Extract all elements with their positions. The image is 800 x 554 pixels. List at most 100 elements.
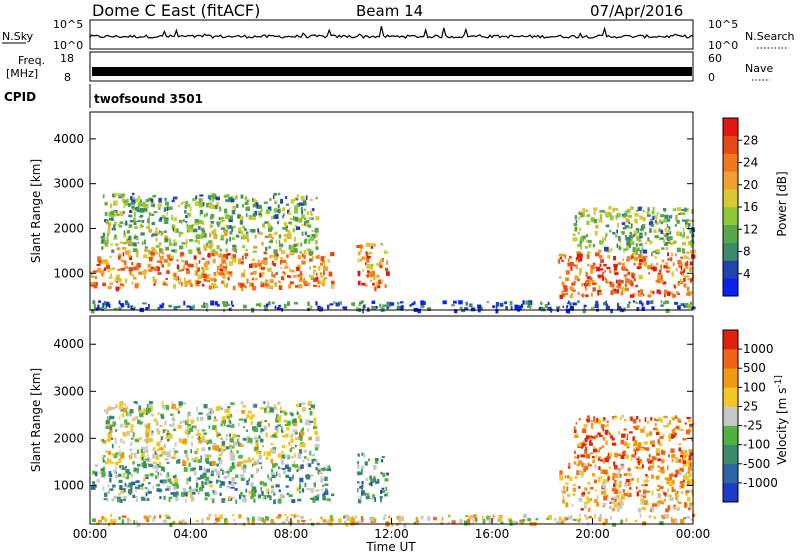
- data-cell: [301, 402, 306, 406]
- data-cell: [257, 494, 261, 499]
- data-cell: [201, 485, 205, 489]
- data-cell: [114, 519, 117, 524]
- data-cell: [664, 235, 667, 238]
- data-cell: [105, 261, 109, 267]
- data-cell: [230, 450, 233, 453]
- data-cell: [104, 306, 108, 309]
- data-cell: [646, 420, 649, 424]
- data-cell: [201, 447, 206, 452]
- data-cell: [584, 284, 587, 289]
- data-cell: [301, 407, 306, 411]
- data-cell: [123, 260, 127, 266]
- data-cell: [529, 302, 532, 306]
- data-cell: [255, 460, 259, 464]
- data-cell: [148, 228, 152, 233]
- data-cell: [504, 301, 508, 305]
- data-cell: [625, 234, 627, 238]
- data-cell: [597, 457, 602, 461]
- data-cell: [118, 416, 121, 420]
- data-cell: [241, 230, 244, 235]
- data-cell: [558, 253, 563, 257]
- data-cell: [206, 202, 210, 208]
- data-cell: [263, 519, 267, 524]
- data-cell: [366, 495, 370, 500]
- data-cell: [128, 214, 133, 218]
- data-cell: [252, 486, 257, 491]
- data-cell: [372, 494, 375, 500]
- data-cell: [245, 231, 249, 236]
- data-cell: [671, 271, 674, 277]
- data-cell: [300, 195, 305, 201]
- data-cell: [284, 423, 290, 427]
- data-cell: [220, 468, 223, 472]
- data-cell: [604, 277, 607, 281]
- data-cell: [470, 307, 476, 312]
- data-cell: [188, 427, 193, 432]
- data-cell: [201, 221, 205, 225]
- data-cell: [559, 475, 564, 481]
- data-cell: [665, 246, 669, 251]
- data-cell: [590, 292, 593, 297]
- data-cell: [382, 258, 384, 262]
- data-cell: [165, 277, 168, 280]
- data-cell: [595, 454, 598, 458]
- data-cell: [135, 198, 139, 203]
- data-cell: [220, 265, 225, 268]
- data-cell: [618, 482, 622, 487]
- data-cell: [626, 446, 630, 449]
- data-cell: [186, 457, 189, 462]
- data-cell: [292, 198, 297, 201]
- data-cell: [229, 419, 231, 424]
- data-cell: [191, 436, 193, 439]
- data-cell: [603, 460, 606, 464]
- data-cell: [104, 241, 108, 247]
- data-cell: [158, 230, 161, 233]
- x-tick-label: 00:00: [73, 527, 108, 541]
- data-cell: [313, 277, 317, 283]
- data-cell: [167, 256, 171, 260]
- data-cell: [141, 484, 144, 489]
- data-cell: [661, 459, 665, 464]
- data-cell: [682, 227, 685, 233]
- data-cell: [267, 474, 270, 478]
- data-cell: [199, 416, 204, 421]
- data-cell: [134, 453, 137, 459]
- data-cell: [674, 492, 677, 497]
- data-cell: [602, 484, 607, 489]
- data-cell: [677, 417, 680, 423]
- data-cell: [522, 300, 525, 305]
- data-cell: [193, 458, 197, 463]
- data-cell: [593, 479, 598, 484]
- data-cell: [201, 480, 204, 486]
- data-cell: [151, 430, 154, 434]
- data-cell: [187, 263, 191, 268]
- data-cell: [594, 464, 597, 469]
- data-cell: [370, 243, 374, 246]
- data-cell: [176, 305, 181, 308]
- data-cell: [136, 249, 139, 255]
- data-cell: [338, 518, 342, 523]
- data-cell: [676, 247, 681, 253]
- data-cell: [637, 254, 643, 259]
- data-cell: [365, 251, 368, 254]
- data-cell: [311, 459, 314, 464]
- data-cell: [648, 466, 652, 471]
- data-cell: [198, 220, 203, 224]
- data-cell: [271, 215, 273, 220]
- data-cell: [168, 304, 172, 308]
- data-cell: [154, 451, 157, 455]
- data-cell: [190, 206, 192, 212]
- data-cell: [592, 262, 596, 266]
- data-cell: [225, 446, 230, 450]
- data-cell: [343, 520, 347, 524]
- data-cell: [591, 426, 593, 429]
- data-cell: [228, 214, 230, 219]
- data-cell: [251, 457, 255, 461]
- data-cell: [351, 515, 354, 519]
- data-cell: [92, 300, 96, 304]
- data-cell: [585, 294, 589, 298]
- data-cell: [685, 472, 687, 478]
- data-cell: [204, 481, 207, 484]
- data-cell: [366, 492, 370, 496]
- data-cell: [261, 491, 264, 496]
